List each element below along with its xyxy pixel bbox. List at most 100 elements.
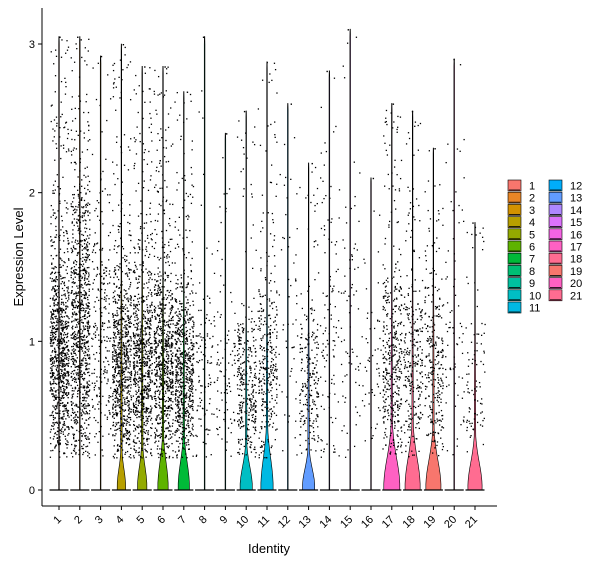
point — [153, 255, 156, 257]
point — [65, 379, 67, 381]
point — [150, 234, 152, 236]
point — [158, 314, 160, 316]
point — [137, 410, 139, 412]
point — [141, 317, 144, 319]
point — [155, 399, 157, 402]
point — [182, 356, 184, 359]
point — [93, 333, 95, 335]
point — [141, 394, 143, 396]
point — [121, 303, 124, 305]
point — [84, 293, 87, 295]
point — [123, 134, 126, 136]
point — [51, 371, 54, 374]
point — [136, 326, 138, 329]
point — [56, 310, 59, 312]
point — [51, 361, 54, 363]
point — [180, 361, 182, 363]
point — [188, 386, 190, 388]
point — [59, 429, 62, 431]
point — [183, 395, 185, 397]
point — [191, 257, 193, 260]
point — [78, 201, 80, 204]
point — [81, 343, 83, 345]
point — [133, 89, 135, 91]
point — [55, 391, 57, 393]
point — [55, 229, 57, 232]
point — [71, 394, 73, 396]
point — [180, 369, 182, 372]
point — [71, 206, 73, 208]
point — [135, 345, 137, 347]
point — [129, 230, 131, 232]
point — [66, 394, 68, 397]
point — [146, 234, 149, 237]
point — [176, 322, 178, 324]
point — [64, 405, 67, 407]
point — [161, 246, 164, 249]
point — [101, 297, 103, 300]
point — [50, 120, 52, 123]
point — [170, 309, 173, 312]
point — [98, 388, 100, 390]
point — [85, 341, 88, 343]
point — [136, 391, 138, 394]
point — [176, 399, 179, 401]
point — [55, 336, 57, 338]
point — [87, 323, 89, 326]
point — [113, 270, 115, 273]
point — [79, 221, 81, 223]
point — [65, 230, 67, 232]
point — [134, 377, 136, 379]
point — [133, 457, 135, 459]
point — [81, 301, 83, 303]
point — [120, 290, 122, 293]
point — [120, 443, 123, 445]
point — [135, 333, 137, 335]
point — [64, 321, 67, 323]
point — [82, 399, 84, 402]
point — [154, 441, 156, 444]
point — [80, 363, 82, 365]
point — [89, 219, 91, 221]
point — [54, 272, 56, 275]
violin-18 — [403, 110, 423, 491]
point — [137, 318, 139, 320]
point — [165, 298, 168, 300]
point — [114, 239, 117, 242]
point — [96, 380, 98, 382]
point — [161, 349, 163, 351]
point — [179, 416, 182, 418]
point — [137, 239, 140, 241]
point — [77, 332, 79, 334]
point — [99, 348, 101, 350]
point — [78, 449, 80, 451]
point — [124, 46, 126, 49]
point — [77, 377, 80, 379]
point — [120, 305, 122, 308]
point — [88, 438, 90, 440]
point — [147, 376, 150, 378]
point — [63, 240, 65, 242]
point — [62, 176, 64, 178]
point — [148, 385, 150, 387]
point — [168, 315, 170, 317]
point — [66, 370, 68, 373]
point — [122, 389, 124, 392]
point — [176, 314, 178, 317]
point — [129, 316, 132, 318]
point — [102, 395, 104, 398]
point — [134, 435, 136, 437]
point — [54, 285, 57, 287]
point — [65, 81, 67, 84]
point — [119, 318, 121, 321]
point — [79, 227, 81, 229]
point — [52, 311, 55, 313]
point — [88, 374, 91, 377]
point — [154, 351, 156, 353]
point — [66, 266, 68, 268]
point — [166, 72, 168, 75]
point — [166, 445, 168, 448]
point — [133, 305, 135, 307]
point — [141, 269, 143, 271]
point — [155, 342, 157, 344]
